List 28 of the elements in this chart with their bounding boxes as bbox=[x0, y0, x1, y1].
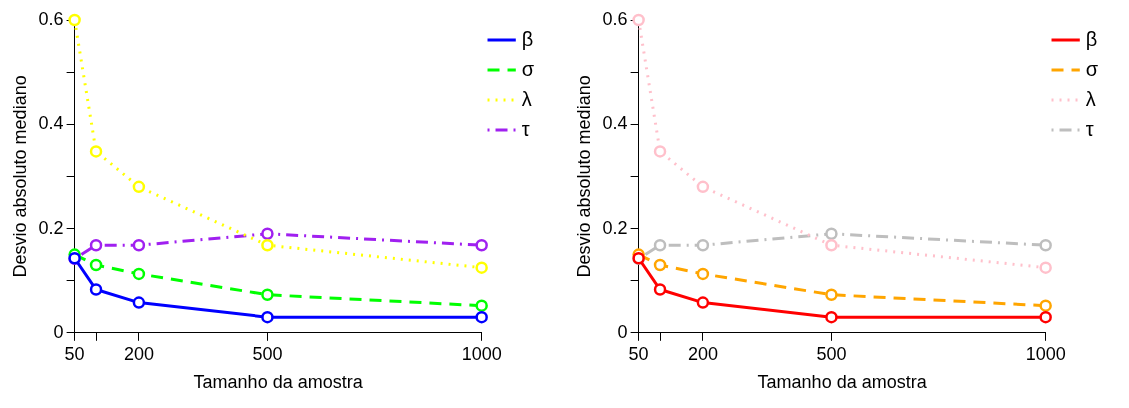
legend-label: λ bbox=[1085, 87, 1096, 110]
y-tick-label: 0.6 bbox=[38, 8, 64, 29]
y-tick-label: 0 bbox=[617, 321, 628, 342]
legend-label: τ bbox=[521, 117, 530, 140]
x-tick-label: 500 bbox=[816, 343, 847, 364]
legend-label: τ bbox=[1085, 117, 1094, 140]
x-tick-label: 1000 bbox=[461, 343, 502, 364]
x-tick-label: 50 bbox=[628, 343, 649, 364]
y-axis-title: Desvio absoluto mediano bbox=[9, 75, 30, 278]
y-tick-label: 0.2 bbox=[602, 217, 628, 238]
x-axis-title: Tamanho da amostra bbox=[757, 372, 928, 393]
y-tick-label: 0.2 bbox=[38, 217, 64, 238]
y-tick-label: 0.4 bbox=[602, 113, 628, 134]
legend-label: β bbox=[1085, 27, 1098, 50]
y-tick-label: 0 bbox=[53, 321, 64, 342]
y-tick-label: 0.6 bbox=[602, 8, 628, 29]
legend-label: λ bbox=[521, 87, 532, 110]
x-tick-label: 200 bbox=[123, 343, 154, 364]
legend-label: σ bbox=[1085, 57, 1099, 80]
legend-label: β bbox=[521, 27, 534, 50]
x-tick-label: 500 bbox=[252, 343, 283, 364]
y-tick-label: 0.4 bbox=[38, 113, 64, 134]
y-axis-title: Desvio absoluto mediano bbox=[573, 75, 594, 278]
x-axis-title: Tamanho da amostra bbox=[193, 372, 364, 393]
legend-label: σ bbox=[521, 57, 535, 80]
x-tick-label: 50 bbox=[64, 343, 85, 364]
x-tick-label: 200 bbox=[687, 343, 718, 364]
x-tick-label: 1000 bbox=[1025, 343, 1066, 364]
